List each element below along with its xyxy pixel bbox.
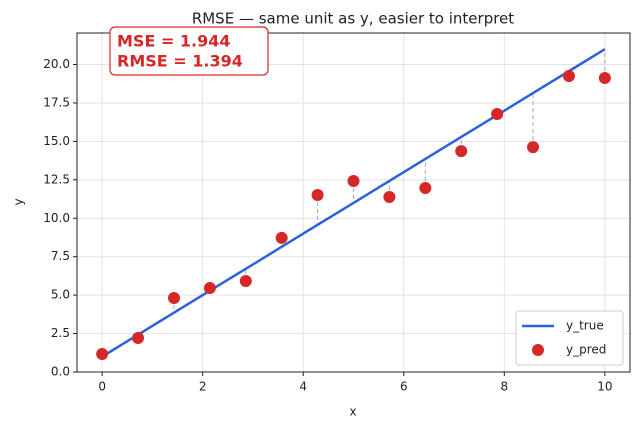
point xyxy=(455,145,468,158)
point xyxy=(383,191,396,204)
y-tick-label: 17.5 xyxy=(43,95,70,109)
point xyxy=(239,274,252,287)
x-tick-label: 2 xyxy=(199,380,207,394)
y-tick-label: 20.0 xyxy=(43,57,70,71)
x-axis-label: x xyxy=(349,405,356,419)
x-tick-label: 4 xyxy=(299,380,307,394)
annotation-box xyxy=(109,26,269,76)
point xyxy=(203,282,216,295)
point xyxy=(96,348,109,361)
y-tick-label: 5.0 xyxy=(51,288,70,302)
y-tick-label: 2.5 xyxy=(51,326,70,340)
y-tick-label: 10.0 xyxy=(43,211,70,225)
y-axis-label: y xyxy=(12,198,26,205)
legend-label: y_pred xyxy=(566,343,606,357)
y-tick-label: 0.0 xyxy=(51,365,70,379)
point xyxy=(562,70,575,83)
point xyxy=(491,108,504,121)
x-tick-label: 10 xyxy=(597,380,612,394)
legend-label: y_true xyxy=(566,319,604,333)
x-tick-label: 0 xyxy=(98,380,106,394)
y-tick-label: 7.5 xyxy=(51,249,70,263)
point xyxy=(132,332,145,345)
point xyxy=(527,141,540,154)
chart-title: RMSE — same unit as y, easier to interpr… xyxy=(192,10,514,28)
x-tick-label: 6 xyxy=(400,380,408,394)
annotation: MSE = 1.944 xyxy=(117,32,231,51)
point xyxy=(167,292,180,305)
point xyxy=(598,72,611,85)
point xyxy=(275,231,288,244)
point xyxy=(419,181,432,194)
point xyxy=(311,189,324,202)
legend-swatch xyxy=(532,344,544,356)
x-tick-label: 8 xyxy=(500,380,508,394)
y-tick-label: 15.0 xyxy=(43,134,70,148)
point xyxy=(347,175,360,188)
annotation: RMSE = 1.394 xyxy=(117,52,243,71)
plot-frame xyxy=(76,32,631,373)
y-tick-label: 12.5 xyxy=(43,172,70,186)
line xyxy=(101,48,606,358)
